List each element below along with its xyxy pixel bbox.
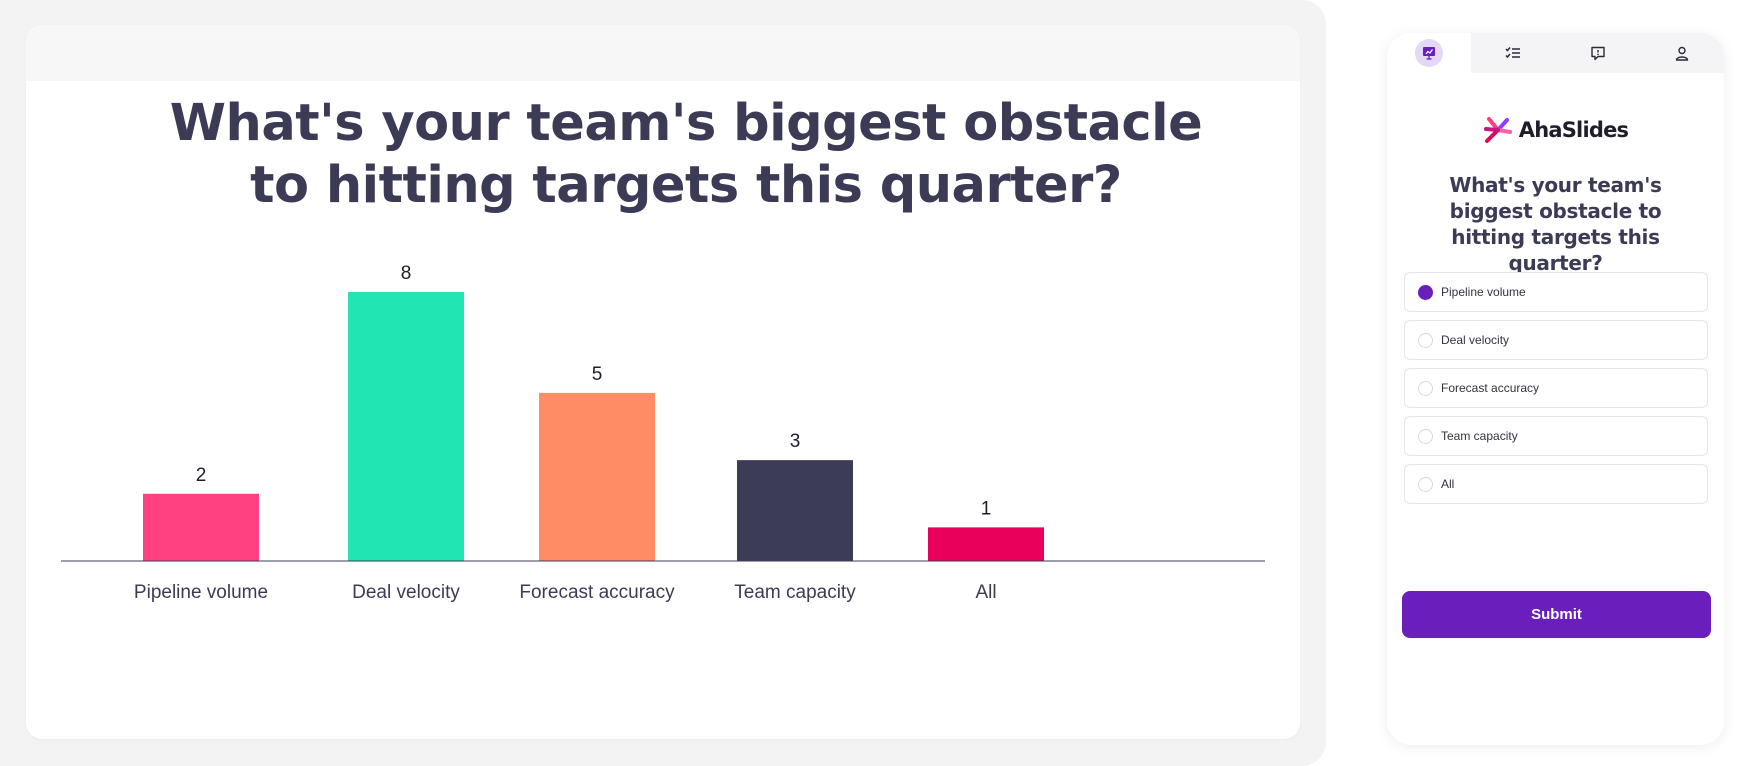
bar-forecast-accuracy bbox=[539, 392, 655, 561]
option-team-capacity[interactable]: Team capacity bbox=[1404, 416, 1708, 456]
submit-button[interactable]: Submit bbox=[1402, 591, 1711, 638]
presentation-icon bbox=[1415, 39, 1444, 67]
bar-value-label: 8 bbox=[401, 263, 412, 284]
category-label: Pipeline volume bbox=[134, 582, 268, 603]
tab-profile[interactable] bbox=[1640, 33, 1724, 73]
category-label: Team capacity bbox=[734, 582, 856, 603]
radio-button[interactable] bbox=[1418, 332, 1433, 348]
option-label: Deal velocity bbox=[1441, 333, 1510, 347]
option-label: Forecast accuracy bbox=[1441, 381, 1540, 395]
bar-value-label: 2 bbox=[196, 465, 207, 486]
tab-presentation[interactable] bbox=[1387, 33, 1472, 73]
bar-value-label: 3 bbox=[790, 431, 801, 452]
bar-value-label: 1 bbox=[981, 498, 992, 519]
user-icon bbox=[1668, 39, 1696, 67]
bar-all bbox=[928, 527, 1044, 561]
audience-question: What's your team's biggest obstacle to h… bbox=[1449, 173, 1662, 275]
radio-button[interactable] bbox=[1418, 284, 1433, 300]
option-all[interactable]: All bbox=[1404, 464, 1708, 504]
bar-chart: 2 Pipeline volume 8 Deal velocity 5 Forecast … bbox=[61, 263, 1265, 603]
chat-icon bbox=[1584, 39, 1612, 67]
option-label: Pipeline volume bbox=[1441, 285, 1526, 299]
brand-name: AhaSlides bbox=[1518, 118, 1629, 142]
option-label: Team capacity bbox=[1441, 429, 1518, 443]
audience-tabbar bbox=[1387, 33, 1724, 73]
option-deal-velocity[interactable]: Deal velocity bbox=[1404, 320, 1708, 360]
slide-title: What's your team's biggest obstacle to h… bbox=[169, 94, 1203, 215]
category-label: Forecast accuracy bbox=[519, 582, 675, 603]
category-label: Deal velocity bbox=[352, 582, 460, 603]
answer-options: Pipeline volume Deal velocity Forecast a… bbox=[1404, 272, 1708, 512]
slide-topbar bbox=[26, 25, 1300, 81]
checklist-icon bbox=[1499, 39, 1527, 67]
radio-button[interactable] bbox=[1418, 476, 1433, 492]
presenter-view: What's your team's biggest obstacle to h… bbox=[0, 0, 1326, 766]
slide-canvas: What's your team's biggest obstacle to h… bbox=[26, 25, 1300, 739]
bar-team-capacity bbox=[737, 460, 853, 561]
radio-button[interactable] bbox=[1418, 380, 1433, 396]
option-forecast-accuracy[interactable]: Forecast accuracy bbox=[1404, 368, 1708, 408]
bar-deal-velocity bbox=[348, 292, 464, 561]
tab-questions[interactable] bbox=[1471, 33, 1555, 73]
bar-pipeline-volume bbox=[143, 493, 259, 561]
ahaslides-logo-icon bbox=[1483, 117, 1512, 143]
tab-chat[interactable] bbox=[1556, 33, 1640, 73]
option-pipeline-volume[interactable]: Pipeline volume bbox=[1404, 272, 1708, 312]
brand-logo: AhaSlides bbox=[1387, 115, 1724, 145]
bar-value-label: 5 bbox=[592, 364, 603, 385]
category-label: All bbox=[975, 582, 996, 603]
option-label: All bbox=[1441, 477, 1455, 491]
audience-panel: AhaSlides What's your team's biggest obs… bbox=[1387, 33, 1724, 745]
radio-button[interactable] bbox=[1418, 428, 1433, 444]
